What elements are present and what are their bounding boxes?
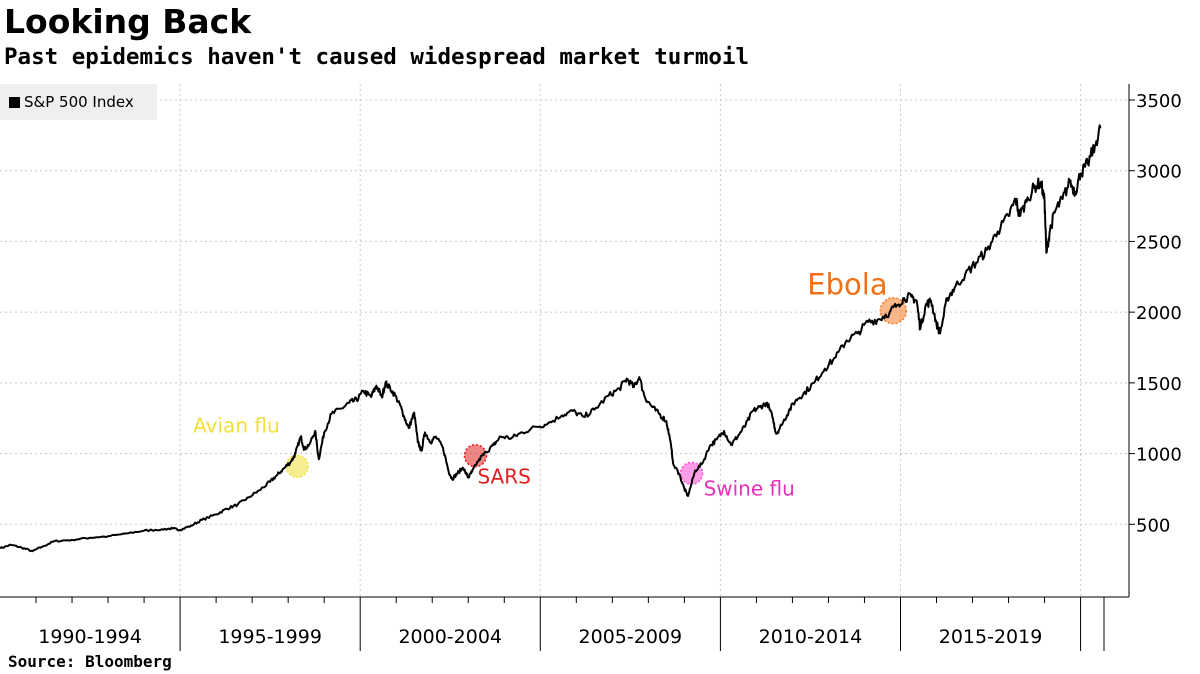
x-period-label: 1990-1994 bbox=[38, 626, 142, 648]
chart-subtitle: Past epidemics haven't caused widespread… bbox=[4, 44, 750, 70]
grid-lines bbox=[0, 84, 1129, 597]
x-period-label: 2000-2004 bbox=[398, 626, 502, 648]
chart-title: Looking Back bbox=[4, 2, 252, 41]
legend: S&P 500 Index bbox=[0, 84, 157, 120]
x-period-label: 2010-2014 bbox=[759, 626, 863, 648]
x-period-label: 1995-1999 bbox=[218, 626, 322, 648]
x-period-label: 2015-2019 bbox=[939, 626, 1043, 648]
axes-layer: 500 1000 1500 2000 2500 3000 3500 1990-1994 1995… bbox=[0, 84, 1182, 651]
series-layer bbox=[0, 124, 1102, 553]
y-tick-label: 2500 bbox=[1136, 232, 1182, 253]
legend-label: S&P 500 Index bbox=[24, 93, 134, 111]
series-line bbox=[0, 124, 1102, 553]
annotation-label: Avian flu bbox=[193, 413, 279, 437]
y-tick-label: 3000 bbox=[1136, 162, 1182, 183]
annotation-label: Ebola bbox=[807, 268, 887, 302]
annotation-label: SARS bbox=[477, 465, 530, 489]
y-tick-label: 1500 bbox=[1136, 374, 1182, 395]
annotation-label: Swine flu bbox=[704, 476, 795, 500]
y-tick-label: 500 bbox=[1136, 515, 1170, 536]
y-tick-label: 3500 bbox=[1136, 91, 1182, 112]
x-period-label: 2005-2009 bbox=[579, 626, 683, 648]
annotation-marker bbox=[463, 443, 488, 468]
y-tick-label: 2000 bbox=[1136, 303, 1182, 324]
source-note: Source: Bloomberg bbox=[8, 652, 172, 671]
annotation-labels: Avian flu SARS Swine flu Ebola bbox=[193, 268, 887, 501]
annotation-marker bbox=[285, 454, 309, 479]
legend-swatch bbox=[9, 96, 20, 108]
y-tick-label: 1000 bbox=[1136, 445, 1182, 466]
